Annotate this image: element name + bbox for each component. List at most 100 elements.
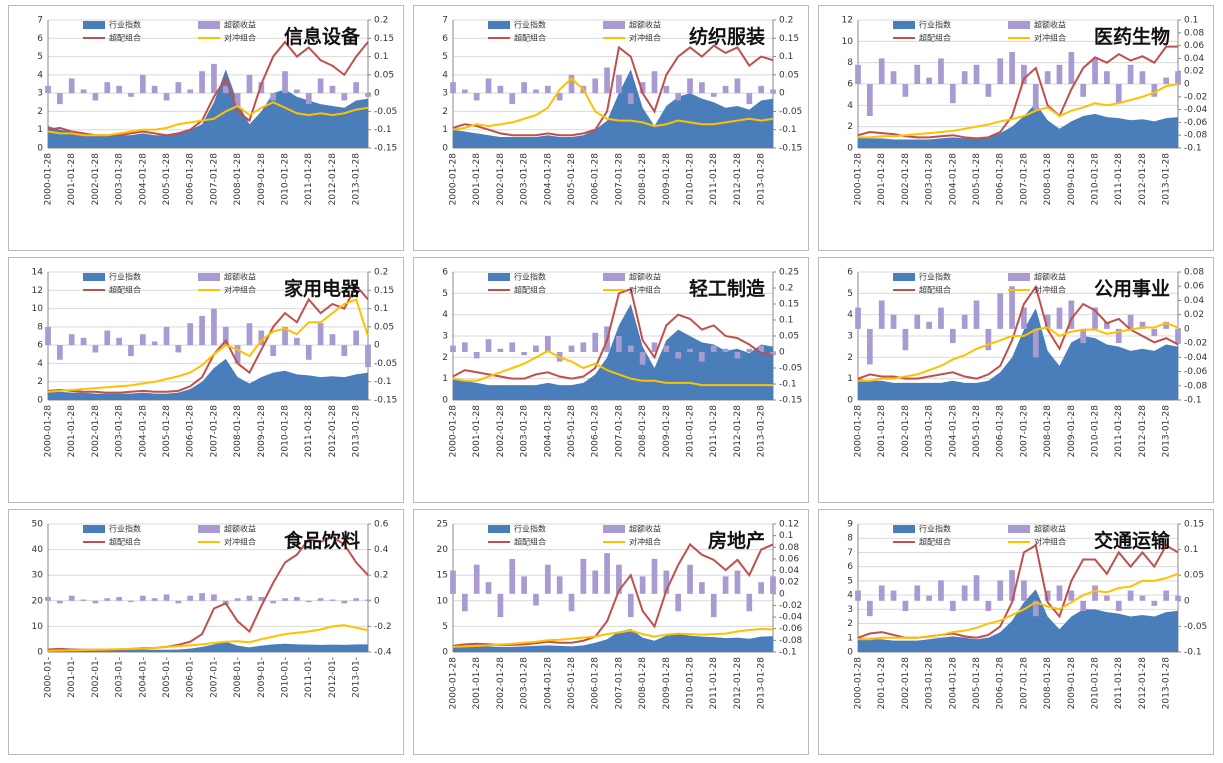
bar bbox=[710, 93, 717, 97]
x-tick-label: 2001-01-28 bbox=[877, 657, 887, 710]
y-tick-label: 12 bbox=[32, 286, 43, 296]
y-tick-label: 6 bbox=[847, 562, 853, 572]
y2-tick-label: 0 bbox=[779, 89, 785, 99]
bar bbox=[80, 599, 87, 601]
y2-tick-label: 0.1 bbox=[1184, 16, 1198, 26]
bar bbox=[556, 93, 563, 101]
x-tick-label: 2005-01-28 bbox=[162, 153, 172, 206]
bar bbox=[997, 580, 1004, 601]
bar bbox=[734, 570, 741, 594]
y-tick-label: 7 bbox=[37, 16, 43, 26]
y-tick-label: 0 bbox=[37, 144, 43, 154]
bar bbox=[45, 85, 51, 94]
bar bbox=[878, 300, 885, 329]
legend-swatch bbox=[603, 273, 625, 281]
bar bbox=[175, 600, 182, 604]
bar bbox=[521, 576, 527, 594]
x-tick-label: 2010-01-28 bbox=[1091, 657, 1101, 710]
legend-label: 行业指数 bbox=[109, 524, 141, 534]
x-tick-label: 2008-01-28 bbox=[638, 153, 648, 206]
x-tick-label: 2013-01-28 bbox=[757, 657, 767, 710]
y-tick-label: 1 bbox=[442, 374, 448, 384]
y-tick-label: 9 bbox=[847, 520, 853, 530]
x-tick-label: 2004-01-28 bbox=[948, 405, 958, 458]
chart-title: 房地产 bbox=[708, 529, 765, 552]
bar bbox=[890, 590, 897, 601]
bar bbox=[627, 93, 634, 105]
bar bbox=[56, 600, 63, 604]
y2-tick-label: 0.2 bbox=[779, 284, 793, 294]
x-tick-label: 2008-01-28 bbox=[638, 405, 648, 458]
legend-label: 行业指数 bbox=[514, 272, 546, 282]
x-tick-label: 2013-01-28 bbox=[757, 153, 767, 206]
x-tick-label: 2002-01-28 bbox=[496, 153, 506, 206]
chart-panel: 0 1 2 3 4 5 6 -0.15 -0.1 -0.05 0 0.05 0.1 0.15 0.2 0.25… bbox=[413, 257, 809, 503]
y2-tick-label: -0.05 bbox=[779, 107, 802, 117]
legend-label: 对冲组合 bbox=[629, 285, 661, 295]
legend-label: 行业指数 bbox=[109, 272, 141, 282]
bar bbox=[1032, 328, 1039, 358]
bar bbox=[234, 598, 241, 601]
x-tick-label: 2004-01-28 bbox=[138, 405, 148, 458]
bar bbox=[270, 600, 277, 604]
bar bbox=[317, 598, 324, 601]
bar bbox=[341, 600, 348, 604]
x-tick-label: 2000-01-28 bbox=[854, 657, 864, 710]
x-tick-label: 2006-01-28 bbox=[996, 657, 1006, 710]
y-tick-label: 3 bbox=[37, 89, 43, 99]
x-tick-label: 2009-01-28 bbox=[1067, 153, 1077, 206]
bar bbox=[187, 595, 194, 601]
bar bbox=[938, 580, 944, 601]
y2-tick-label: 0.4 bbox=[374, 545, 389, 555]
y2-tick-label: 0 bbox=[374, 341, 380, 351]
bar bbox=[544, 336, 551, 352]
bar bbox=[116, 337, 122, 346]
legend-label: 行业指数 bbox=[919, 272, 951, 282]
legend-label: 超额收益 bbox=[224, 20, 256, 30]
y-tick-label: 20 bbox=[437, 545, 449, 555]
x-tick-label: 2009-01-28 bbox=[662, 657, 672, 710]
y-tick-label: 2 bbox=[37, 377, 43, 387]
bar bbox=[305, 93, 312, 105]
y2-tick-label: -0.1 bbox=[779, 125, 797, 135]
bar bbox=[699, 582, 705, 594]
y2-tick-label: 0.2 bbox=[779, 16, 793, 26]
bar bbox=[128, 345, 134, 357]
x-tick-label: 2010-01-28 bbox=[281, 405, 291, 458]
x-tick-label: 2002-01- bbox=[91, 657, 101, 698]
legend-label: 对冲组合 bbox=[1034, 33, 1066, 43]
bar bbox=[1175, 328, 1181, 344]
bar bbox=[1151, 600, 1158, 606]
y-tick-label: 8 bbox=[847, 534, 853, 544]
chart-title: 交通运输 bbox=[1094, 529, 1171, 552]
legend-label: 超额收益 bbox=[629, 20, 661, 30]
bar bbox=[568, 593, 575, 612]
bar bbox=[902, 328, 909, 351]
y-tick-label: 0 bbox=[847, 144, 853, 154]
legend-label: 对冲组合 bbox=[224, 285, 256, 295]
y2-tick-label: 0.1 bbox=[1184, 545, 1198, 555]
bar bbox=[1080, 328, 1087, 344]
bar bbox=[533, 593, 539, 606]
y-tick-label: 1 bbox=[37, 125, 43, 135]
bar bbox=[163, 93, 170, 101]
bar bbox=[56, 93, 63, 105]
chart-title: 医药生物 bbox=[1094, 25, 1170, 48]
bar bbox=[461, 342, 468, 352]
bar bbox=[1163, 321, 1170, 329]
bar bbox=[1032, 84, 1039, 110]
legend-swatch bbox=[198, 21, 220, 29]
y2-tick-label: -0.05 bbox=[779, 364, 802, 374]
bar bbox=[270, 93, 277, 101]
bar bbox=[473, 352, 480, 359]
y-tick-label: 5 bbox=[847, 289, 853, 299]
bar bbox=[926, 595, 932, 601]
y-tick-label: 2 bbox=[442, 107, 448, 117]
bar bbox=[1115, 84, 1122, 104]
x-tick-label: 2008-01-28 bbox=[233, 405, 243, 458]
bar bbox=[485, 339, 492, 352]
y2-tick-label: -0.04 bbox=[1184, 105, 1208, 115]
bar bbox=[222, 326, 229, 346]
legend-swatch bbox=[83, 273, 105, 281]
bar bbox=[938, 307, 944, 329]
